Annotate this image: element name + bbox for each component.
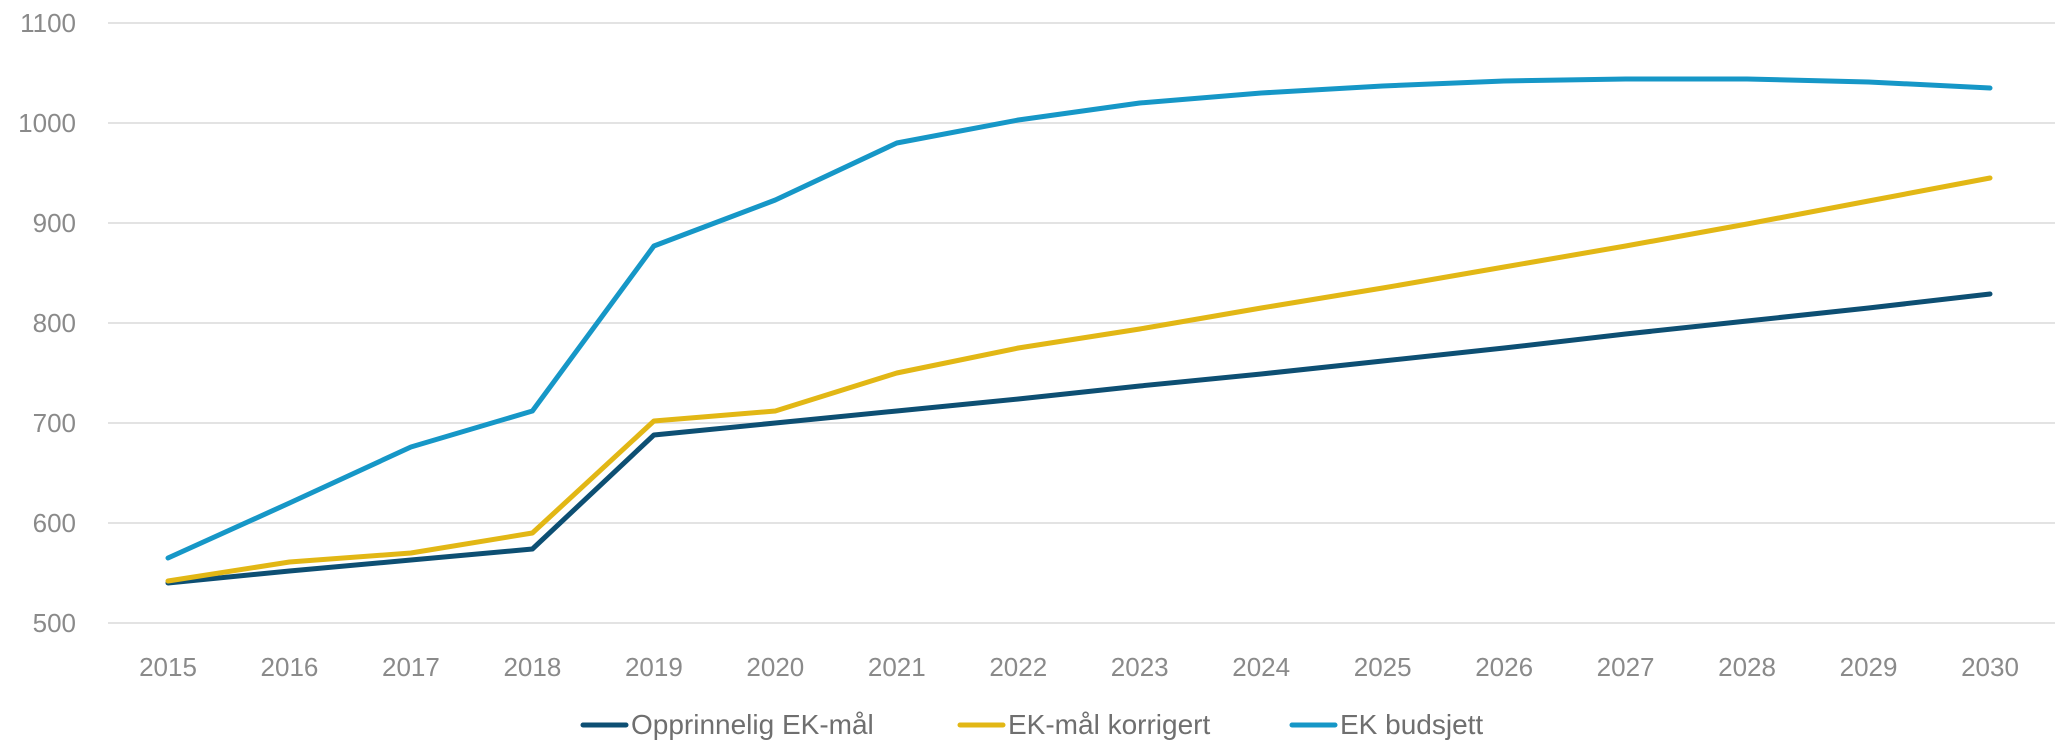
legend: Opprinnelig EK-mål EK-mål korrigert EK bud… [580,709,1483,740]
y-tick-label: 1000 [18,108,76,138]
legend-item-1: Opprinnelig EK-mål [580,709,874,740]
x-tick-label: 2022 [989,652,1047,682]
x-tick-label: 2025 [1354,652,1412,682]
gridlines [108,22,2055,624]
series-line-3 [165,76,1993,561]
series-line-1 [165,291,1993,586]
x-tick-label: 2029 [1840,652,1898,682]
y-tick-label: 500 [33,608,76,638]
series-lines [165,76,1993,586]
legend-label: EK-mål korrigert [1008,709,1210,740]
y-tick-label: 800 [33,308,76,338]
x-tick-label: 2030 [1961,652,2019,682]
x-tick-label: 2019 [625,652,683,682]
x-tick-label: 2018 [503,652,561,682]
x-tick-label: 2024 [1232,652,1290,682]
y-axis-tick-labels: 500 600 700 800 900 1000 1100 [18,8,76,638]
x-tick-label: 2016 [261,652,319,682]
series-line-2 [165,175,1993,584]
legend-item-3: EK budsjett [1289,709,1483,740]
x-tick-label: 2027 [1597,652,1655,682]
x-tick-label: 2017 [382,652,440,682]
x-tick-label: 2021 [868,652,926,682]
x-tick-label: 2023 [1111,652,1169,682]
legend-label: EK budsjett [1340,709,1483,740]
x-tick-label: 2028 [1718,652,1776,682]
y-tick-label: 700 [33,408,76,438]
y-tick-label: 900 [33,208,76,238]
legend-item-2: EK-mål korrigert [957,709,1210,740]
x-tick-label: 2026 [1475,652,1533,682]
x-axis-tick-labels: 2015 2016 2017 2018 2019 2020 2021 2022 2023 2024… [139,652,2019,682]
y-tick-label: 1100 [20,8,76,38]
y-tick-label: 600 [33,508,76,538]
x-tick-label: 2015 [139,652,197,682]
legend-label: Opprinnelig EK-mål [631,709,874,740]
x-tick-label: 2020 [746,652,804,682]
